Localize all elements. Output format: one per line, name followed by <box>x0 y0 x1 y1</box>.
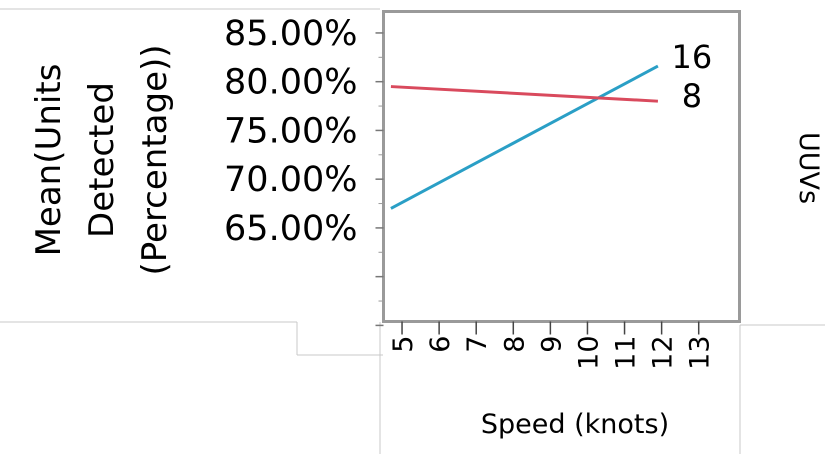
y-tick-label: 75.00% <box>224 111 357 151</box>
x-tick-label: 7 <box>462 336 493 353</box>
series-line-16 <box>390 64 659 210</box>
legend-title: UUVs <box>793 132 824 204</box>
x-tick-label: 5 <box>388 336 419 353</box>
y-tick-label: 85.00% <box>224 14 357 54</box>
y-tick-label: 65.00% <box>224 209 357 249</box>
y-tick-label: 80.00% <box>224 63 357 103</box>
series-end-labels: 168 <box>672 38 713 115</box>
series-label-8: 8 <box>682 77 702 115</box>
y-axis-label-line-3: (Percentage)) <box>135 44 175 275</box>
x-tick-label: 11 <box>611 336 642 370</box>
x-tick-label: 13 <box>685 336 716 370</box>
series-line-8 <box>390 85 658 103</box>
x-axis-label: Speed (knots) <box>481 409 669 440</box>
series-lines <box>390 64 659 210</box>
frame-fragments <box>0 8 825 454</box>
x-tick-label: 6 <box>425 336 456 353</box>
x-tick-label: 10 <box>573 336 604 370</box>
y-tick-label: 70.00% <box>224 160 357 200</box>
y-axis-label: Mean(Units Detected (Percentage)) <box>29 44 175 275</box>
series-label-16: 16 <box>672 38 713 76</box>
x-axis: 5 6 7 8 9 10 11 12 13 <box>388 321 716 370</box>
x-tick-label: 12 <box>648 336 679 370</box>
x-tick-label: 9 <box>536 336 567 353</box>
y-axis: 85.00% 80.00% 75.00% 70.00% 65.00% <box>224 14 384 327</box>
y-axis-label-line-2: Detected <box>82 82 122 238</box>
x-tick-label: 8 <box>499 336 530 353</box>
plot-frame <box>382 10 741 323</box>
y-axis-label-line-1: Mean(Units <box>29 64 69 257</box>
